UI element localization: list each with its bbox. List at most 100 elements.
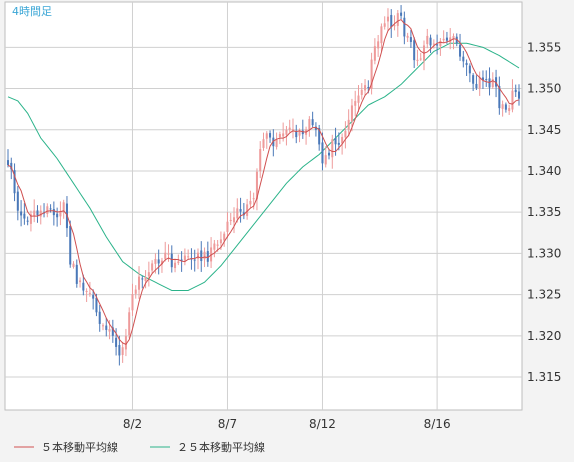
candle-body — [183, 255, 186, 261]
candle-body — [491, 79, 494, 88]
candle-body — [347, 119, 350, 130]
candle-body — [82, 282, 85, 291]
candle-body — [177, 261, 180, 264]
candle-body — [393, 25, 396, 27]
candle-body — [72, 263, 75, 267]
candle-body — [108, 329, 111, 332]
candle-body — [98, 311, 101, 324]
candle-body — [39, 210, 42, 217]
y-tick-label: 1.315 — [527, 370, 561, 384]
candle-body — [259, 149, 262, 172]
candle-body — [400, 12, 403, 16]
candle-body — [141, 278, 144, 280]
candle-body — [105, 325, 108, 330]
x-tick-label: 8/2 — [123, 417, 142, 431]
y-axis-ticks: 1.315 1.320 1.325 1.330 1.335 1.340 1.345 1.350… — [527, 40, 561, 384]
ma5-line — [7, 18, 520, 345]
candle-body — [26, 220, 29, 222]
candle-body — [334, 137, 337, 145]
candle-body — [350, 105, 353, 122]
candle-body — [285, 129, 288, 135]
y-tick-label: 1.355 — [527, 40, 561, 54]
candle-body — [475, 83, 478, 89]
candle-body — [498, 86, 501, 109]
candle-body — [367, 86, 370, 88]
candle-body — [138, 276, 141, 290]
candle-body — [131, 294, 134, 311]
candle-body — [413, 40, 416, 61]
candle-body — [386, 16, 389, 22]
candle-body — [282, 133, 285, 137]
candle-body — [255, 171, 258, 200]
candle-body — [426, 35, 429, 45]
candle-body — [501, 104, 504, 109]
candle-body — [13, 170, 16, 194]
candle-body — [46, 206, 49, 214]
candle-body — [52, 209, 55, 216]
candle-body — [383, 23, 386, 27]
candle-body — [455, 36, 458, 44]
candle-body — [95, 297, 98, 313]
candle-body — [449, 37, 452, 43]
candle-body — [229, 219, 232, 222]
legend-ma5-label: ５本移動平均線 — [41, 440, 118, 454]
candle-body — [59, 211, 62, 217]
candle-body — [16, 191, 19, 211]
candle-body — [485, 79, 488, 81]
ma5-path — [7, 18, 520, 345]
candle-body — [269, 133, 272, 138]
candle-body — [200, 250, 203, 262]
y-tick-label: 1.325 — [527, 288, 561, 302]
candle-body — [6, 160, 10, 166]
candle-body — [88, 292, 91, 294]
candle-body — [164, 252, 167, 259]
candle-body — [233, 217, 236, 223]
candle-body — [219, 239, 222, 244]
candle-body — [92, 295, 95, 299]
candle-body — [462, 56, 465, 62]
candle-body — [331, 139, 334, 158]
candle-body — [517, 91, 521, 99]
candle-body — [495, 77, 498, 87]
legend: ５本移動平均線 ２５本移動平均線 — [14, 440, 265, 454]
y-tick-label: 1.330 — [527, 246, 561, 260]
candle-body — [511, 90, 514, 110]
candle-body — [157, 259, 160, 264]
candle-body — [354, 101, 357, 106]
candle-body — [10, 162, 13, 170]
candle-body — [481, 77, 484, 81]
candle-body — [252, 198, 255, 200]
candle-body — [357, 95, 360, 103]
x-axis-ticks: 8/2 8/7 8/12 8/16 — [123, 417, 451, 431]
candle-body — [23, 213, 26, 219]
legend-ma25-label: ２５本移動平均線 — [177, 440, 265, 454]
candle-body — [380, 26, 383, 44]
candle-body — [226, 221, 229, 232]
candle-body — [341, 137, 344, 144]
plot-area — [4, 1, 523, 411]
candle-body — [36, 210, 39, 216]
candle-body — [442, 38, 445, 41]
y-tick-label: 1.340 — [527, 164, 561, 178]
candle-body — [295, 131, 298, 138]
candle-body — [318, 127, 321, 145]
candle-body — [514, 89, 517, 93]
candle-body — [187, 256, 190, 258]
candle-body — [370, 59, 373, 89]
candle-body — [170, 253, 173, 268]
y-tick-label: 1.345 — [527, 123, 561, 137]
candle-body — [452, 36, 455, 39]
candle-body — [390, 14, 393, 28]
candle-body — [344, 130, 347, 138]
candle-body — [144, 277, 147, 282]
candle-body — [265, 133, 268, 139]
candle-body — [459, 44, 462, 57]
candle-body — [406, 35, 409, 38]
candle-body — [115, 337, 118, 347]
candle-body — [206, 251, 209, 262]
ma25-line — [7, 42, 520, 291]
candle-body — [278, 134, 281, 138]
candle-body — [504, 104, 507, 110]
